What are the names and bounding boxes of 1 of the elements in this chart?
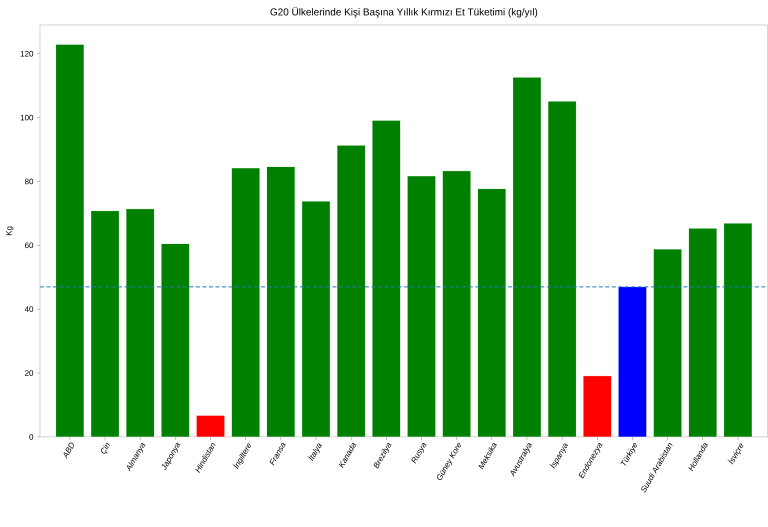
chart-title: G20 Ülkelerinde Kişi Başına Yıllık Kırmızı Et Tüketimi (kg/yıl) <box>270 7 538 18</box>
